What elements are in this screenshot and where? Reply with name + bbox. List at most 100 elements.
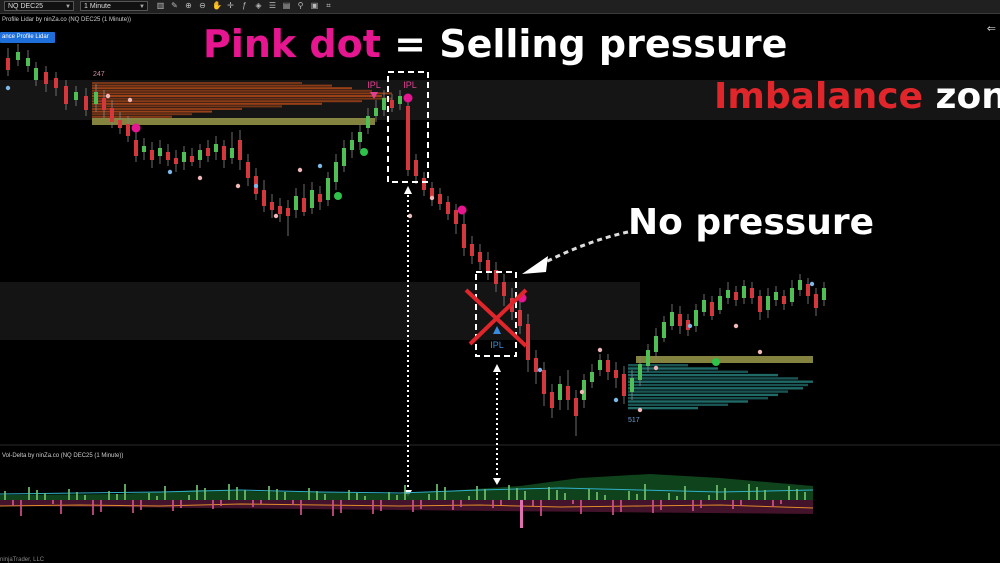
- no-pressure-highlight-box: [475, 271, 517, 357]
- candle-body: [166, 152, 170, 160]
- hand-pan-icon[interactable]: ✋: [212, 1, 222, 10]
- delta-bar: [644, 484, 646, 500]
- profile-row-teal: [628, 397, 768, 400]
- signal-dot: [317, 163, 323, 169]
- candle-body: [326, 178, 330, 200]
- candle-body: [686, 320, 690, 330]
- delta-bar: [228, 484, 230, 500]
- indicator-icon[interactable]: ƒ: [242, 1, 247, 10]
- bar-chart-icon[interactable]: ▥: [156, 1, 165, 10]
- candle-body: [278, 206, 282, 214]
- candle-body: [222, 146, 226, 160]
- chart-toolbar: NQ DEC25 ▼ 1 Minute ▼ ▥ ✎ ⊕ ⊖ ✋ ✛ ƒ ◈ ☰ …: [0, 0, 1000, 14]
- profile-row-teal: [628, 364, 688, 367]
- delta-bar: [724, 488, 726, 500]
- candle: [774, 286, 778, 306]
- shortcuts-icon[interactable]: ⌗: [326, 1, 331, 10]
- candle: [614, 362, 618, 388]
- snapshot-icon[interactable]: ▣: [310, 1, 319, 10]
- candle: [646, 344, 650, 372]
- zoom-in-icon[interactable]: ⊕: [185, 1, 192, 10]
- delta-bar: [788, 486, 790, 500]
- candle-body: [318, 194, 322, 202]
- delta-bar: [748, 484, 750, 500]
- candle-body: [110, 108, 114, 122]
- delta-bar: [396, 495, 398, 500]
- instrument-selector[interactable]: NQ DEC25 ▼: [4, 1, 74, 11]
- candle: [16, 44, 20, 66]
- buying-pressure-dot: [360, 148, 368, 156]
- arrow-head-icon: [522, 256, 548, 274]
- delta-bar: [108, 491, 110, 500]
- back-arrow-icon[interactable]: ⇐: [986, 23, 996, 35]
- delta-bar: [148, 493, 150, 500]
- candle-body: [454, 210, 458, 224]
- delta-bar: [580, 500, 582, 514]
- arrow-down-icon: [493, 478, 501, 485]
- delta-bar: [308, 488, 310, 500]
- profile-row-orange: [92, 100, 362, 103]
- timeframe-selector[interactable]: 1 Minute ▼: [80, 1, 148, 11]
- arrow-up-icon: [493, 364, 501, 372]
- candle: [502, 274, 506, 306]
- candle-body: [646, 350, 650, 366]
- chart-properties-icon[interactable]: ☰: [268, 1, 277, 10]
- profile-row-orange: [92, 97, 392, 100]
- candle: [518, 300, 522, 334]
- candle: [334, 154, 338, 190]
- candle-body: [742, 286, 746, 298]
- delta-bar: [756, 487, 758, 500]
- delta-bar: [140, 500, 142, 510]
- profile-row-teal: [628, 383, 808, 387]
- delta-bar: [116, 494, 118, 500]
- zone-word: zone: [935, 76, 1000, 117]
- crosshair-icon[interactable]: ✛: [227, 1, 234, 10]
- candle-body: [534, 358, 538, 372]
- attach-icon[interactable]: ⚲: [297, 1, 304, 10]
- candle-body: [118, 120, 122, 128]
- signal-dot: [637, 407, 643, 413]
- signal-dot: [273, 213, 279, 219]
- delta-bar: [484, 489, 486, 500]
- candle: [566, 370, 570, 410]
- candle: [486, 252, 490, 280]
- delta-bar: [204, 488, 206, 500]
- signal-dot: [297, 167, 303, 173]
- volume-profile-lidar-button[interactable]: ance Profile Lidar: [0, 32, 55, 43]
- candle-body: [134, 140, 138, 156]
- drawing-tools-icon[interactable]: ✎: [171, 1, 178, 10]
- selling-pressure-headline: Pink dot = Selling pressure: [203, 22, 787, 66]
- candle-body: [758, 296, 762, 312]
- delta-bar: [124, 484, 126, 500]
- candle: [742, 280, 746, 304]
- signal-dot: [757, 349, 763, 355]
- candle: [134, 132, 138, 162]
- candle-body: [366, 116, 370, 128]
- timeframe-value: 1 Minute: [84, 3, 111, 10]
- candle-body: [414, 160, 418, 176]
- delta-bar: [588, 489, 590, 500]
- candle: [84, 88, 88, 116]
- zoom-out-icon[interactable]: ⊖: [199, 1, 206, 10]
- signal-dot: [429, 195, 435, 201]
- candle: [582, 374, 586, 408]
- candle-body: [766, 296, 770, 310]
- signal-dot: [127, 97, 133, 103]
- candle: [270, 194, 274, 218]
- candle: [286, 200, 290, 236]
- delta-bar: [780, 500, 782, 504]
- candle: [390, 94, 394, 112]
- signal-dot: [5, 85, 11, 91]
- delta-bar: [684, 486, 686, 500]
- candle: [6, 48, 10, 76]
- candle-body: [558, 384, 562, 400]
- template-icon[interactable]: ▤: [282, 1, 291, 10]
- candle: [702, 294, 706, 316]
- candle-body: [662, 322, 666, 338]
- delta-bar: [212, 500, 214, 509]
- candle-body: [806, 284, 810, 296]
- profile-row-orange: [92, 110, 212, 113]
- strategy-icon[interactable]: ◈: [255, 1, 262, 10]
- candle: [350, 132, 354, 158]
